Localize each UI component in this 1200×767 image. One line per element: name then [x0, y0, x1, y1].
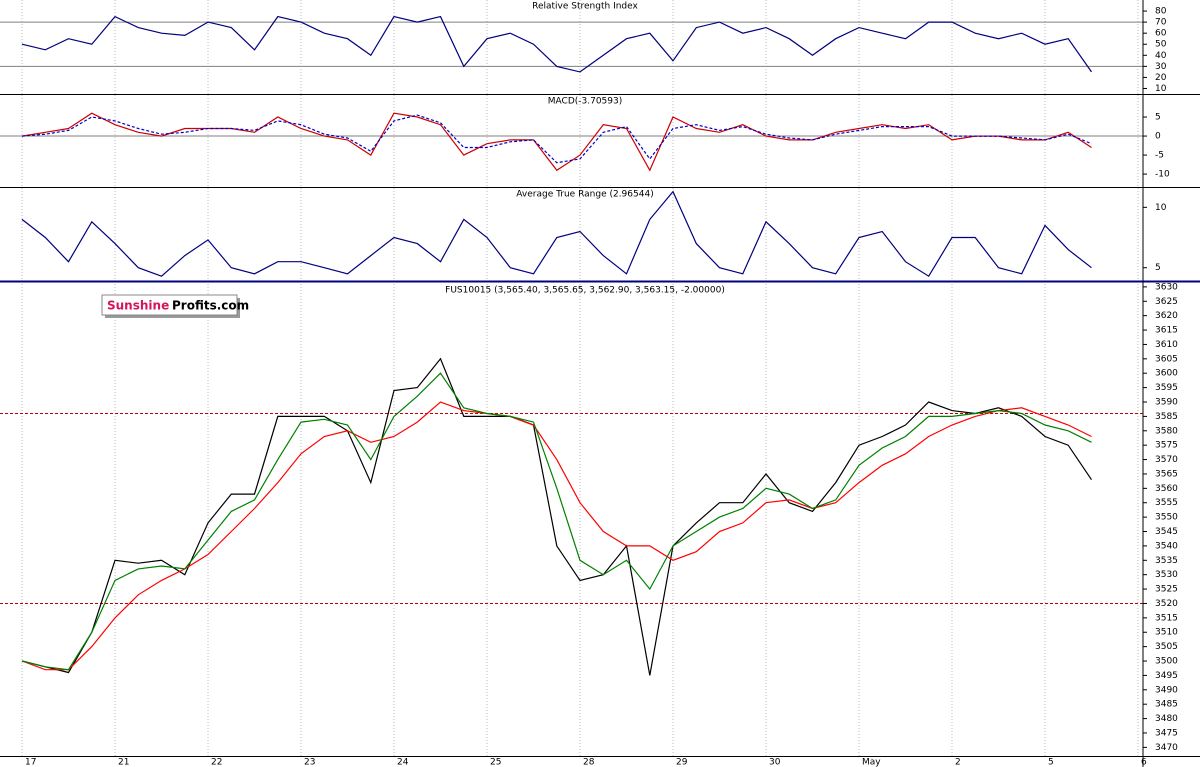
x-tick-label: 17: [25, 758, 36, 767]
x-tick-label: 2: [955, 758, 961, 767]
y-tick-label: 3565: [1155, 469, 1178, 479]
y-tick-label: 3495: [1155, 671, 1178, 681]
x-tick-label: May: [862, 758, 881, 767]
y-tick-label: 3485: [1155, 700, 1178, 710]
y-tick-label: 3500: [1155, 657, 1178, 667]
series-line: [21, 372, 1092, 671]
y-tick-label: -5: [1155, 151, 1164, 161]
y-tick-label: -10: [1155, 170, 1170, 180]
y-tick-label: 3550: [1155, 513, 1178, 523]
y-tick-label: 0: [1155, 132, 1161, 142]
x-tick-label: 24: [397, 758, 409, 767]
y-tick-label: 3570: [1155, 455, 1178, 465]
y-tick-label: 3475: [1155, 728, 1178, 738]
y-tick-label: 5: [1155, 263, 1161, 273]
y-tick-label: 3590: [1155, 398, 1178, 408]
y-tick-label: 3490: [1155, 685, 1178, 695]
x-tick-label: 6: [1141, 758, 1147, 767]
series-line: [21, 190, 1092, 278]
y-tick-label: 3600: [1155, 369, 1178, 379]
x-tick-label: 29: [676, 758, 688, 767]
x-tick-label: 28: [583, 758, 595, 767]
series-line: [21, 401, 1092, 671]
y-tick-label: 3510: [1155, 628, 1178, 638]
y-tick-label: 3595: [1155, 383, 1178, 393]
series-line: [21, 15, 1092, 73]
y-tick-label: 20: [1155, 73, 1167, 83]
y-tick-label: 50: [1155, 40, 1167, 50]
y-tick-label: 3535: [1155, 556, 1178, 566]
logo-part1: Sunshine: [107, 299, 169, 313]
y-tick-label: 3525: [1155, 585, 1178, 595]
series-line: [21, 114, 1092, 164]
y-tick-label: 3545: [1155, 527, 1178, 537]
x-tick-label: 5: [1048, 758, 1054, 767]
x-tick-label: 25: [490, 758, 501, 767]
panel-title: FUS10015 (3,565.40, 3,565.65, 3,562.90, …: [445, 286, 725, 296]
x-tick-label: 23: [304, 758, 315, 767]
y-tick-label: 3605: [1155, 354, 1178, 364]
y-tick-label: 40: [1155, 51, 1167, 61]
y-tick-label: 80: [1155, 7, 1167, 17]
y-tick-label: 3630: [1155, 282, 1178, 292]
y-tick-label: 60: [1155, 29, 1167, 39]
y-tick-label: 3575: [1155, 441, 1178, 451]
y-tick-label: 3625: [1155, 297, 1178, 307]
y-tick-label: 3540: [1155, 541, 1178, 551]
logo-part2: Profits.com: [172, 299, 249, 313]
x-tick-label: 21: [118, 758, 129, 767]
panel-title: Average True Range (2.96544): [516, 190, 653, 200]
y-tick-label: 3520: [1155, 599, 1178, 609]
y-tick-label: 3560: [1155, 484, 1178, 494]
x-tick-label: 30: [769, 758, 781, 767]
y-tick-label: 3555: [1155, 498, 1178, 508]
y-tick-label: 10: [1155, 84, 1167, 94]
y-tick-label: 3470: [1155, 743, 1178, 753]
y-tick-label: 3530: [1155, 570, 1178, 580]
y-tick-label: 3585: [1155, 412, 1178, 422]
series-line: [21, 357, 1092, 676]
panel-title: MACD(-3.70593): [548, 97, 622, 107]
series-line: [21, 112, 1092, 172]
y-tick-label: 5: [1155, 113, 1161, 123]
y-tick-label: 3580: [1155, 426, 1178, 436]
y-tick-label: 3610: [1155, 340, 1178, 350]
panel-title: Relative Strength Index: [532, 2, 638, 12]
y-tick-label: 3515: [1155, 613, 1178, 623]
y-tick-label: 3620: [1155, 311, 1178, 321]
logo-box: [101, 294, 238, 316]
y-tick-label: 10: [1155, 203, 1167, 213]
y-tick-label: 30: [1155, 62, 1167, 72]
y-tick-label: 3505: [1155, 642, 1178, 652]
x-tick-label: 22: [211, 758, 222, 767]
y-tick-label: 70: [1155, 18, 1167, 28]
y-tick-label: 3480: [1155, 714, 1178, 724]
y-tick-label: 3615: [1155, 326, 1178, 336]
